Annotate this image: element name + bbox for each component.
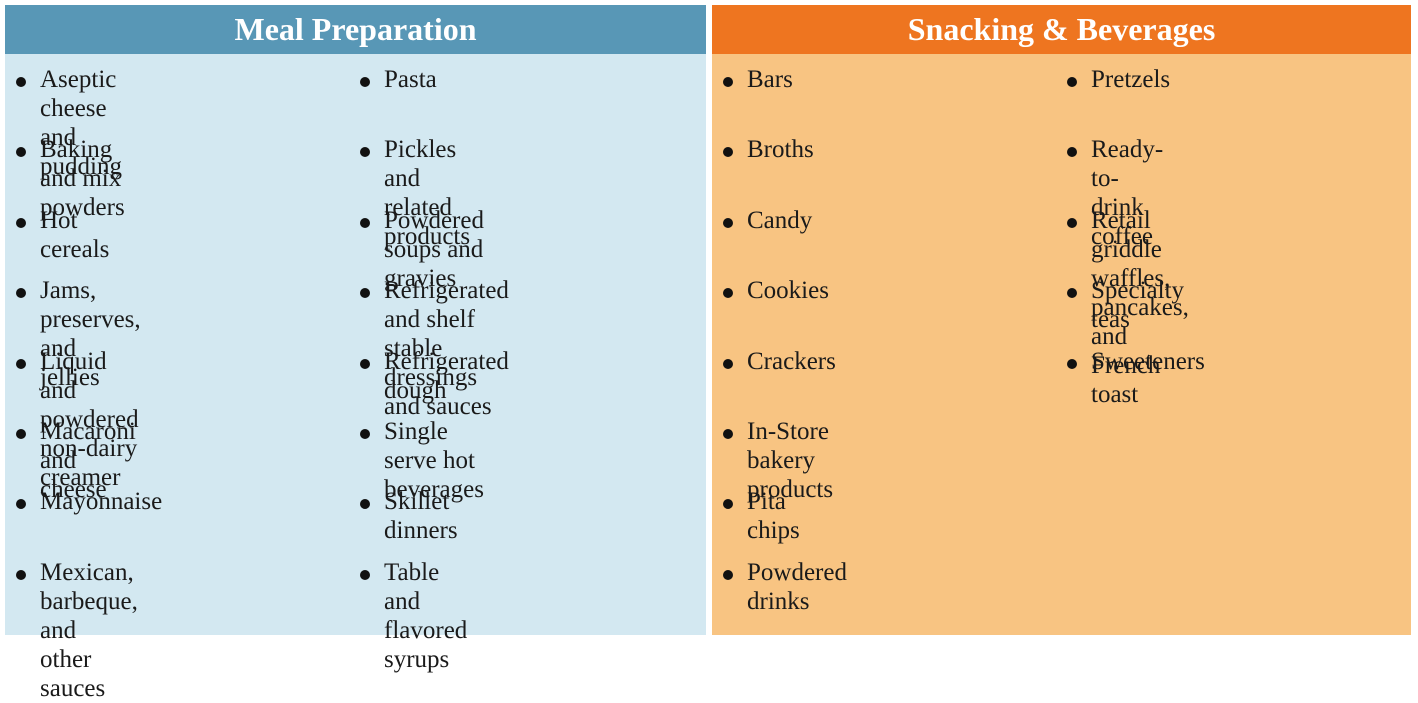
list-item: Sweeteners (1067, 347, 1205, 376)
list-item: Jams, preserves, and jellies (16, 276, 141, 392)
list-item-text: Sweeteners (1091, 347, 1205, 375)
list-item-text: Macaroni and cheese (40, 418, 136, 503)
bullet-icon (16, 429, 26, 439)
snacking-beverages-panel: Snacking & Beverages Bars Broths Candy Cook… (712, 5, 1411, 635)
bullet-icon (360, 358, 370, 369)
list-item-text: Single serve hot beverages (384, 418, 484, 503)
bullet-icon (360, 217, 370, 228)
bullet-icon (16, 147, 26, 158)
list-item-text: Aseptic cheese and pudding (40, 66, 122, 180)
list-item: Table and flavored syrups (360, 558, 467, 674)
list-item: Pretzels (1067, 65, 1170, 94)
list-item-text: Cookies (747, 277, 829, 305)
list-item-text: Pasta (384, 66, 437, 93)
list-item: Ready-to-drink coffee (1067, 135, 1163, 251)
list-item: Aseptic cheese and pudding (16, 65, 122, 181)
list-item-text: Ready-to-drink coffee (1091, 136, 1164, 251)
list-item-text: Pita chips (747, 488, 800, 545)
list-item: Single serve hot beverages (360, 417, 484, 504)
list-item-text: Candy (747, 206, 813, 234)
list-item-text: Powdered drinks (747, 558, 847, 615)
list-item: Pasta (360, 65, 437, 94)
bullet-icon (723, 358, 733, 369)
list-item: Retail griddle waffles, pancakes, and Fr… (1067, 206, 1189, 409)
list-item: Mexican, barbeque, and other sauces (16, 558, 138, 703)
bullet-icon (1067, 358, 1077, 369)
bullet-icon (1067, 217, 1077, 228)
bullet-icon (723, 77, 733, 87)
list-item-text: Bars (747, 66, 793, 93)
bullet-icon (360, 147, 370, 158)
snacking-beverages-header: Snacking & Beverages (712, 5, 1411, 54)
list-item: Broths (723, 135, 814, 164)
bullet-icon (723, 288, 733, 299)
meal-preparation-header: Meal Preparation (5, 5, 706, 54)
bullet-icon (1067, 147, 1077, 158)
list-item-text: Mayonnaise (40, 488, 163, 516)
list-item: Baking and mix powders (16, 135, 125, 222)
bullet-icon (723, 217, 733, 228)
list-item: Liquid and powdered non-dairy creamer (16, 347, 139, 492)
list-item-text: Pickles and related products (384, 136, 471, 251)
list-item-text: Crackers (747, 347, 836, 375)
bullet-icon (723, 499, 733, 510)
list-item: Skillet dinners (360, 487, 458, 545)
list-item-text: Skillet dinners (384, 488, 458, 545)
list-item: Refrigerated and shelf stable dressings … (360, 276, 509, 421)
list-item-text: Mexican, barbeque, and other sauces (40, 558, 138, 702)
list-item-text: Refrigerated dough (384, 347, 509, 404)
bullet-icon (360, 77, 370, 87)
list-item: Mayonnaise (16, 487, 162, 516)
list-item-text: Baking and mix powders (40, 136, 125, 222)
list-item-text: Broths (747, 136, 814, 164)
list-item-text: Liquid and powdered non-dairy creamer (40, 347, 139, 491)
bullet-icon (16, 569, 26, 580)
bullet-icon (16, 77, 26, 87)
bullet-icon (360, 499, 370, 510)
bullet-icon (360, 288, 370, 299)
list-item-text: Table and flavored syrups (384, 558, 468, 673)
bullet-icon (16, 288, 26, 299)
bullet-icon (16, 358, 26, 369)
list-item-text: Retail griddle waffles, pancakes, and Fr… (1091, 206, 1189, 408)
list-item: Refrigerated dough (360, 347, 509, 405)
bullet-icon (723, 429, 733, 439)
bullet-icon (723, 569, 733, 580)
list-item-text: Specialty teas (1091, 277, 1185, 334)
list-item: Macaroni and cheese (16, 417, 136, 504)
list-item: Crackers (723, 347, 836, 376)
list-item: In-Store bakery products (723, 417, 833, 504)
list-item: Candy (723, 206, 812, 235)
bullet-icon (723, 147, 733, 158)
list-item-text: Hot cereals (40, 206, 110, 263)
list-item-text: In-Store bakery products (747, 418, 834, 503)
list-item: Bars (723, 65, 793, 94)
bullet-icon (16, 499, 26, 510)
bullet-icon (1067, 288, 1077, 299)
list-item: Hot cereals (16, 206, 109, 264)
bullet-icon (360, 569, 370, 580)
list-item: Powdered soups and gravies (360, 206, 484, 293)
list-item-text: Pretzels (1091, 66, 1171, 93)
bullet-icon (360, 429, 370, 439)
list-item-text: Refrigerated and shelf stable dressings … (384, 277, 509, 421)
list-item: Cookies (723, 276, 829, 305)
bullet-icon (1067, 77, 1077, 87)
list-item-text: Powdered soups and gravies (384, 206, 484, 292)
bullet-icon (16, 217, 26, 228)
meal-preparation-panel: Meal Preparation Aseptic cheese and pudd… (5, 5, 706, 702)
list-item: Pita chips (723, 487, 800, 545)
list-item: Powdered drinks (723, 558, 847, 616)
list-item-text: Jams, preserves, and jellies (40, 277, 141, 392)
list-item: Specialty teas (1067, 276, 1184, 334)
list-item: Pickles and related products (360, 135, 470, 251)
